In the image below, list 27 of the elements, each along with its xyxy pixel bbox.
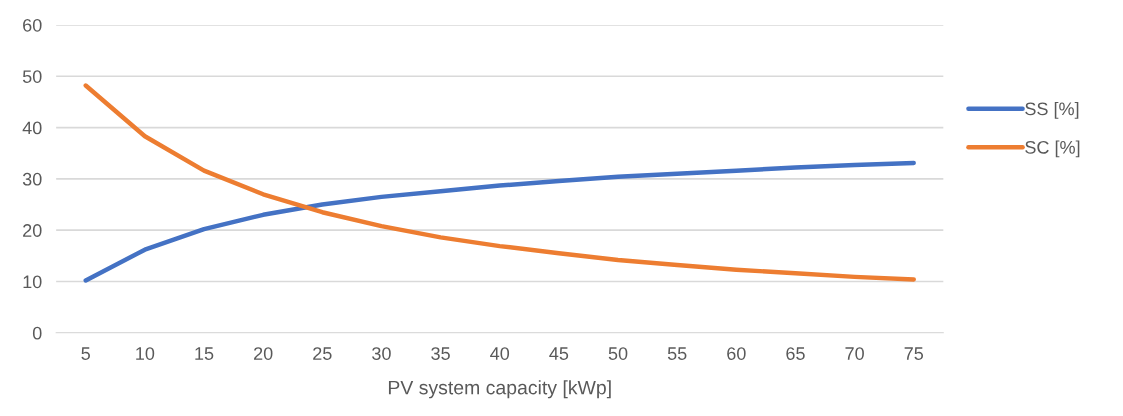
y-tick-label: 20 — [23, 224, 42, 237]
y-tick-label: 0 — [32, 326, 42, 340]
y-tick-label: 50 — [22, 70, 42, 83]
y-tick-label: 30 — [22, 172, 42, 186]
x-tick-label: 5 — [81, 347, 90, 360]
x-tick-label: 30 — [372, 347, 391, 360]
x-tick-label: 45 — [549, 347, 569, 360]
x-tick-label: 20 — [254, 347, 273, 360]
x-tick-label: 40 — [490, 347, 510, 360]
y-tick-label: 40 — [22, 121, 42, 135]
x-tick-label: 25 — [313, 347, 332, 360]
x-tick-label: 70 — [845, 347, 864, 360]
y-tick-label: 10 — [23, 275, 42, 289]
x-tick-label: 75 — [904, 347, 924, 360]
x-tick-label: 15 — [195, 347, 214, 360]
line-series — [83, 83, 916, 282]
x-tick-label: 55 — [667, 347, 687, 360]
x-tick-label: 60 — [727, 347, 746, 360]
legend-label: SS [%] — [1025, 101, 1079, 119]
legend-label: SC [%] — [1025, 140, 1080, 158]
y-tick-label: 60 — [23, 18, 42, 32]
x-tick-label: 50 — [608, 347, 628, 360]
x-tick-label: 65 — [786, 347, 805, 360]
line-series — [83, 160, 916, 283]
x-axis-title: PV system capacity [kWp] — [388, 380, 611, 399]
x-tick-label: 35 — [431, 347, 450, 360]
x-tick-label: 10 — [136, 347, 155, 360]
